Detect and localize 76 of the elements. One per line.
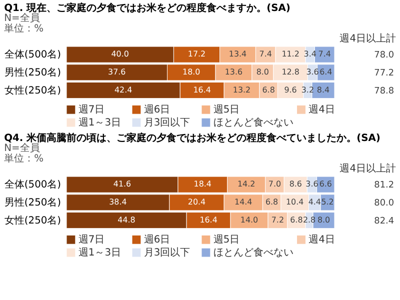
data-label: 3.6 bbox=[306, 67, 319, 76]
data-label: 5.2 bbox=[321, 197, 334, 206]
data-label: 6.8 bbox=[262, 85, 275, 94]
data-label: 3.2 bbox=[301, 85, 314, 94]
data-label: 40.0 bbox=[111, 50, 129, 59]
data-label: 14.4 bbox=[234, 197, 252, 206]
y-tick-label: 男性(250名) bbox=[4, 66, 62, 78]
data-label: 7.4 bbox=[259, 50, 272, 59]
data-label: 7.4 bbox=[318, 50, 331, 59]
text: 78.0 bbox=[374, 50, 394, 61]
data-label: 2.8 bbox=[302, 215, 316, 224]
data-label: 16.4 bbox=[200, 215, 218, 224]
text: 週4日以上計 bbox=[340, 32, 396, 45]
text: 単位：% bbox=[4, 152, 44, 165]
data-label: 10.4 bbox=[286, 197, 304, 206]
y-tick-label: 女性(250名) bbox=[4, 214, 62, 226]
data-label: 14.0 bbox=[240, 215, 258, 224]
data-label: 8.0 bbox=[317, 215, 330, 224]
text: 78.8 bbox=[374, 86, 394, 96]
text: 80.0 bbox=[374, 198, 394, 208]
data-label: 37.6 bbox=[108, 67, 126, 76]
legend-label: 週1～3日 bbox=[78, 248, 122, 259]
y-tick-label: 全体(500名) bbox=[4, 178, 62, 191]
data-label: 4.4 bbox=[308, 197, 321, 206]
legend-label: 週7日 bbox=[78, 234, 105, 246]
legend-label: 週5日 bbox=[213, 104, 240, 116]
text: 77.2 bbox=[374, 68, 394, 78]
legend-label: 月3回以下 bbox=[144, 116, 190, 129]
data-label: 44.8 bbox=[118, 215, 136, 224]
data-label: 3.6 bbox=[306, 180, 318, 189]
y-tick-label: 男性(250名) bbox=[4, 196, 62, 208]
legend-label: 週4日 bbox=[308, 104, 335, 116]
data-label: 6.4 bbox=[320, 67, 332, 76]
data-label: 18.0 bbox=[182, 67, 200, 76]
data-label: 7.2 bbox=[271, 215, 284, 224]
chart-title: Q4. 米価高騰前の頃は、ご家庭の夕食ではお米をどの程度食べていましたか。(SA) bbox=[4, 132, 380, 144]
legend-label: 週1～3日 bbox=[78, 118, 122, 129]
data-label: 20.4 bbox=[188, 197, 206, 206]
y-tick-label: 女性(250名) bbox=[4, 84, 62, 96]
text: 82.4 bbox=[374, 216, 394, 226]
data-label: 13.6 bbox=[224, 67, 243, 76]
data-label: 8.0 bbox=[256, 67, 269, 76]
text: 81.2 bbox=[374, 180, 394, 191]
legend-label: 週5日 bbox=[213, 234, 240, 246]
data-label: 6.6 bbox=[319, 180, 332, 189]
data-label: 13.4 bbox=[228, 50, 247, 59]
legend-label: 週7日 bbox=[78, 104, 105, 116]
data-label: 12.8 bbox=[282, 67, 300, 76]
data-label: 17.2 bbox=[188, 50, 206, 59]
data-label: 13.2 bbox=[232, 85, 251, 94]
data-label: 8.6 bbox=[289, 180, 302, 189]
text: 単位：% bbox=[4, 22, 44, 35]
legend-label: ほとんど食べない bbox=[213, 246, 294, 259]
data-label: 6.8 bbox=[290, 215, 303, 224]
legend-label: ほとんど食べない bbox=[213, 116, 294, 129]
data-label: 8.4 bbox=[316, 85, 330, 94]
data-label: 14.2 bbox=[237, 180, 256, 189]
chart-title: Q1. 現在、ご家庭の夕食ではお米をどの程度食べますか。(SA) bbox=[4, 2, 290, 14]
data-label: 42.4 bbox=[114, 85, 132, 94]
data-label: 6.8 bbox=[265, 197, 278, 206]
y-tick-label: 全体(500名) bbox=[4, 48, 62, 61]
data-label: 16.4 bbox=[193, 85, 211, 94]
legend-label: 週6日 bbox=[144, 234, 170, 246]
data-label: 11.2 bbox=[282, 50, 300, 59]
data-label: 9.6 bbox=[284, 85, 297, 94]
legend-label: 週4日 bbox=[308, 234, 335, 246]
data-label: 3.4 bbox=[304, 50, 316, 59]
data-label: 38.4 bbox=[109, 197, 127, 206]
legend-label: 月3回以下 bbox=[144, 246, 190, 259]
data-label: 7.0 bbox=[268, 180, 282, 189]
text: 週4日以上計 bbox=[340, 162, 396, 175]
text: N=全員 bbox=[4, 12, 40, 24]
data-label: 18.4 bbox=[194, 180, 212, 189]
text: N=全員 bbox=[4, 142, 40, 154]
data-label: 41.6 bbox=[113, 180, 132, 189]
legend-label: 週6日 bbox=[144, 104, 170, 116]
